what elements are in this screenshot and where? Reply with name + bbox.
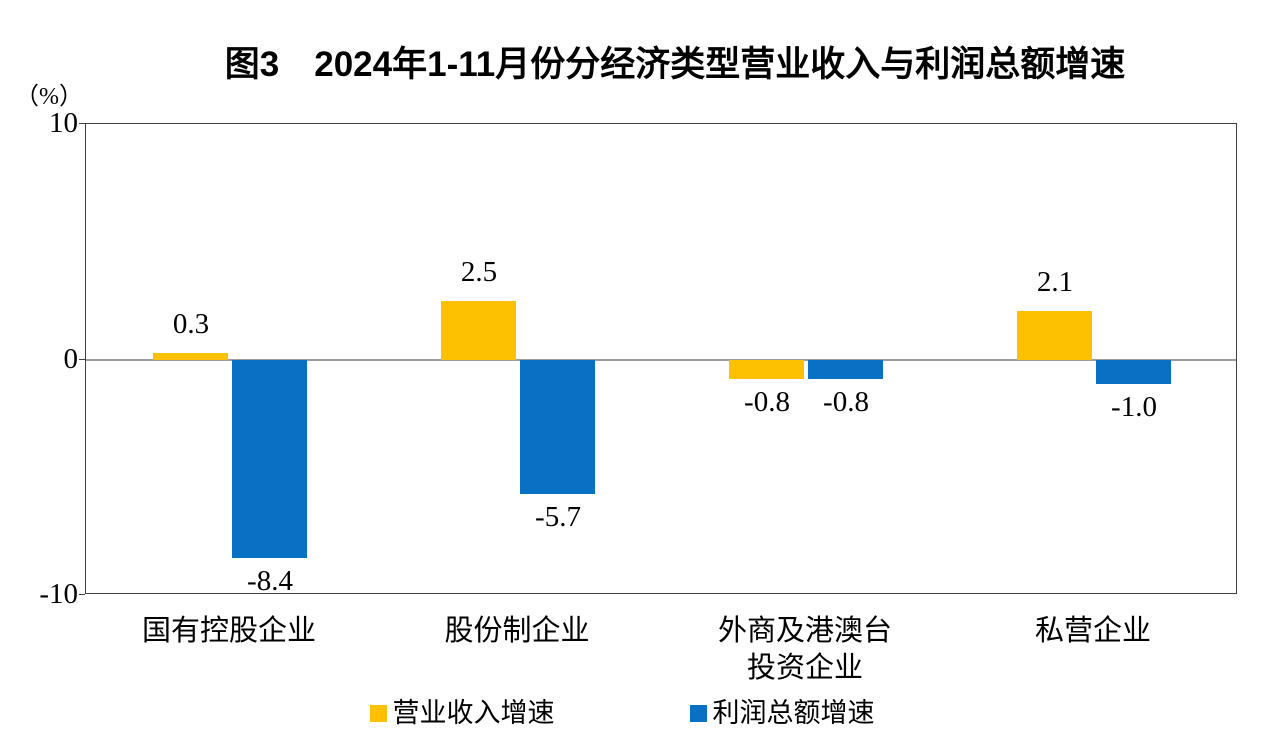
legend: 营业收入增速 利润总额增速 (0, 698, 1244, 728)
legend-label-revenue: 营业收入增速 (392, 698, 555, 728)
y-tick-mark (79, 359, 85, 360)
y-tick-label--10: -10 (39, 578, 78, 610)
bar-value-label-revenue-3: -0.8 (744, 386, 790, 418)
category-label-line: 股份制企业 (444, 615, 590, 647)
legend-item-revenue: 营业收入增速 (369, 698, 555, 728)
bar-revenue-2 (441, 301, 516, 360)
bar-profit-3 (808, 360, 883, 379)
y-tick-mark (79, 123, 85, 124)
bar-profit-1 (232, 360, 307, 558)
zero-gridline (86, 359, 1236, 361)
legend-swatch-profit-icon (689, 704, 707, 722)
legend-item-profit: 利润总额增速 (689, 698, 875, 728)
category-label-line: 外商及港澳台 (717, 615, 892, 647)
category-label-line: 国有控股企业 (141, 615, 316, 647)
bar-value-label-profit-2: -5.7 (535, 501, 581, 533)
y-tick-label-10: 10 (49, 107, 78, 139)
category-label-1: 国有控股企业 (69, 613, 389, 650)
bar-profit-4 (1096, 360, 1171, 384)
category-label-4: 私营企业 (933, 613, 1253, 650)
bar-value-label-revenue-1: 0.3 (172, 308, 210, 340)
bar-value-label-profit-3: -0.8 (823, 386, 869, 418)
legend-label-profit: 利润总额增速 (712, 698, 875, 728)
y-axis-unit-label: （%） (15, 84, 83, 110)
bar-profit-2 (520, 360, 595, 494)
bar-value-label-revenue-2: 2.5 (460, 256, 498, 288)
category-label-2: 股份制企业 (357, 613, 677, 650)
category-label-line: 投资企业 (746, 652, 863, 684)
legend-swatch-revenue-icon (369, 704, 387, 722)
y-tick-mark (79, 594, 85, 595)
category-label-line: 私营企业 (1034, 615, 1151, 647)
bar-value-label-profit-1: -8.4 (247, 565, 293, 597)
bar-value-label-profit-4: -1.0 (1111, 391, 1157, 423)
bar-revenue-1 (153, 353, 228, 360)
chart-title: 图3 2024年1-11月份分经济类型营业收入与利润总额增速 (224, 45, 1126, 84)
bar-value-label-revenue-4: 2.1 (1036, 266, 1074, 298)
category-label-3: 外商及港澳台 投资企业 (645, 613, 965, 687)
y-tick-label-0: 0 (63, 343, 79, 375)
bar-revenue-4 (1017, 311, 1092, 360)
bar-revenue-3 (729, 360, 804, 379)
plot-area: 0.3 -8.4 2.5 -5.7 -0.8 -0.8 2.1 -1.0 (85, 123, 1237, 597)
